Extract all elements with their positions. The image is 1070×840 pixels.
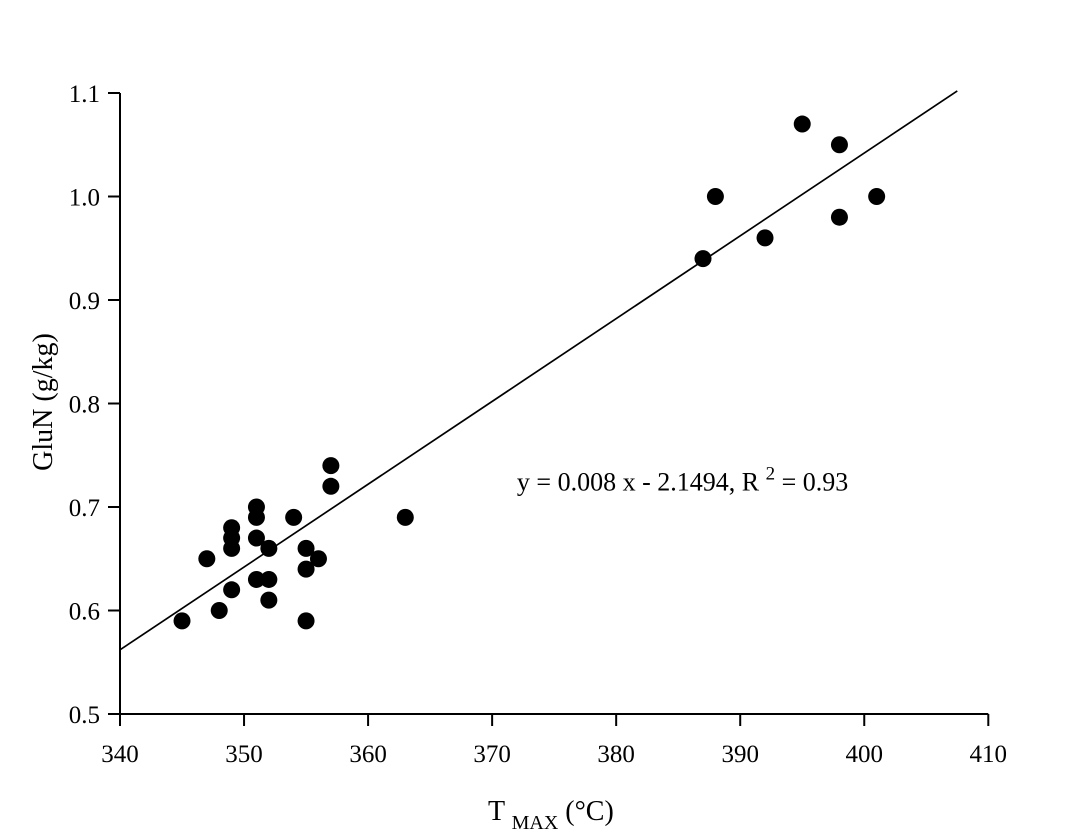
axes-layer: 340 350 360 370 380 390 400 410 0.5 0.6 0.7 0.8 0.9 1… (69, 81, 1007, 768)
x-axis-title-symbol: T (488, 796, 505, 827)
scatter-point (396, 508, 414, 526)
scatter-point (223, 581, 241, 599)
equation-r-squared-value: = 0.93 (782, 467, 849, 496)
scatter-point (297, 560, 315, 578)
x-tick-label: 370 (473, 741, 511, 768)
scatter-points-layer (119, 90, 958, 651)
equation-main-text: y = 0.008 x - 2.1494, R (517, 467, 760, 496)
y-tick-label: 1.1 (69, 81, 100, 108)
scatter-point (173, 612, 191, 630)
x-tick-label: 360 (349, 741, 387, 768)
scatter-point (793, 115, 811, 133)
x-tick-label: 400 (846, 741, 884, 768)
scatter-point (297, 612, 315, 630)
scatter-point (260, 570, 278, 588)
scatter-point (706, 188, 724, 205)
y-tick-label: 1.0 (69, 185, 100, 212)
scatter-point (198, 550, 216, 568)
y-tick-label: 0.5 (69, 702, 100, 729)
x-tick-label: 340 (101, 741, 139, 768)
scatter-point (223, 539, 241, 557)
scatter-point (830, 136, 848, 154)
y-tick-label: 0.8 (69, 392, 100, 419)
x-axis-title: T MAX (°C) (488, 796, 614, 836)
x-tick-label: 410 (970, 741, 1008, 768)
scatter-point (830, 208, 848, 226)
trend-line (119, 90, 958, 651)
scatter-point (322, 457, 340, 475)
scatter-point (247, 508, 265, 526)
y-tick-label: 0.6 (69, 599, 100, 626)
scatter-point (322, 477, 340, 495)
scatter-point (694, 250, 712, 268)
x-axis-title-subscript: MAX (512, 812, 559, 834)
scatter-point (868, 188, 886, 205)
scatter-point (260, 591, 278, 609)
scatter-point (247, 529, 265, 547)
y-axis-title: GluN (g/kg) (28, 333, 59, 471)
scatter-point (285, 508, 303, 526)
x-axis-title-unit: (°C) (565, 796, 614, 827)
x-tick-label: 350 (225, 741, 263, 768)
regression-equation-label: y = 0.008 x - 2.1494, R 2 = 0.93 (517, 456, 848, 496)
equation-superscript: 2 (766, 463, 776, 484)
scatter-point (210, 602, 228, 619)
y-tick-label: 0.7 (69, 495, 100, 522)
x-tick-label: 380 (597, 741, 635, 768)
x-tick-label: 390 (721, 741, 759, 768)
scatter-point (309, 550, 327, 568)
scatter-point (260, 539, 278, 557)
y-tick-label: 0.9 (69, 288, 100, 315)
scatter-point (297, 539, 315, 557)
scatter-point (247, 570, 265, 588)
scatter-point (756, 229, 774, 247)
